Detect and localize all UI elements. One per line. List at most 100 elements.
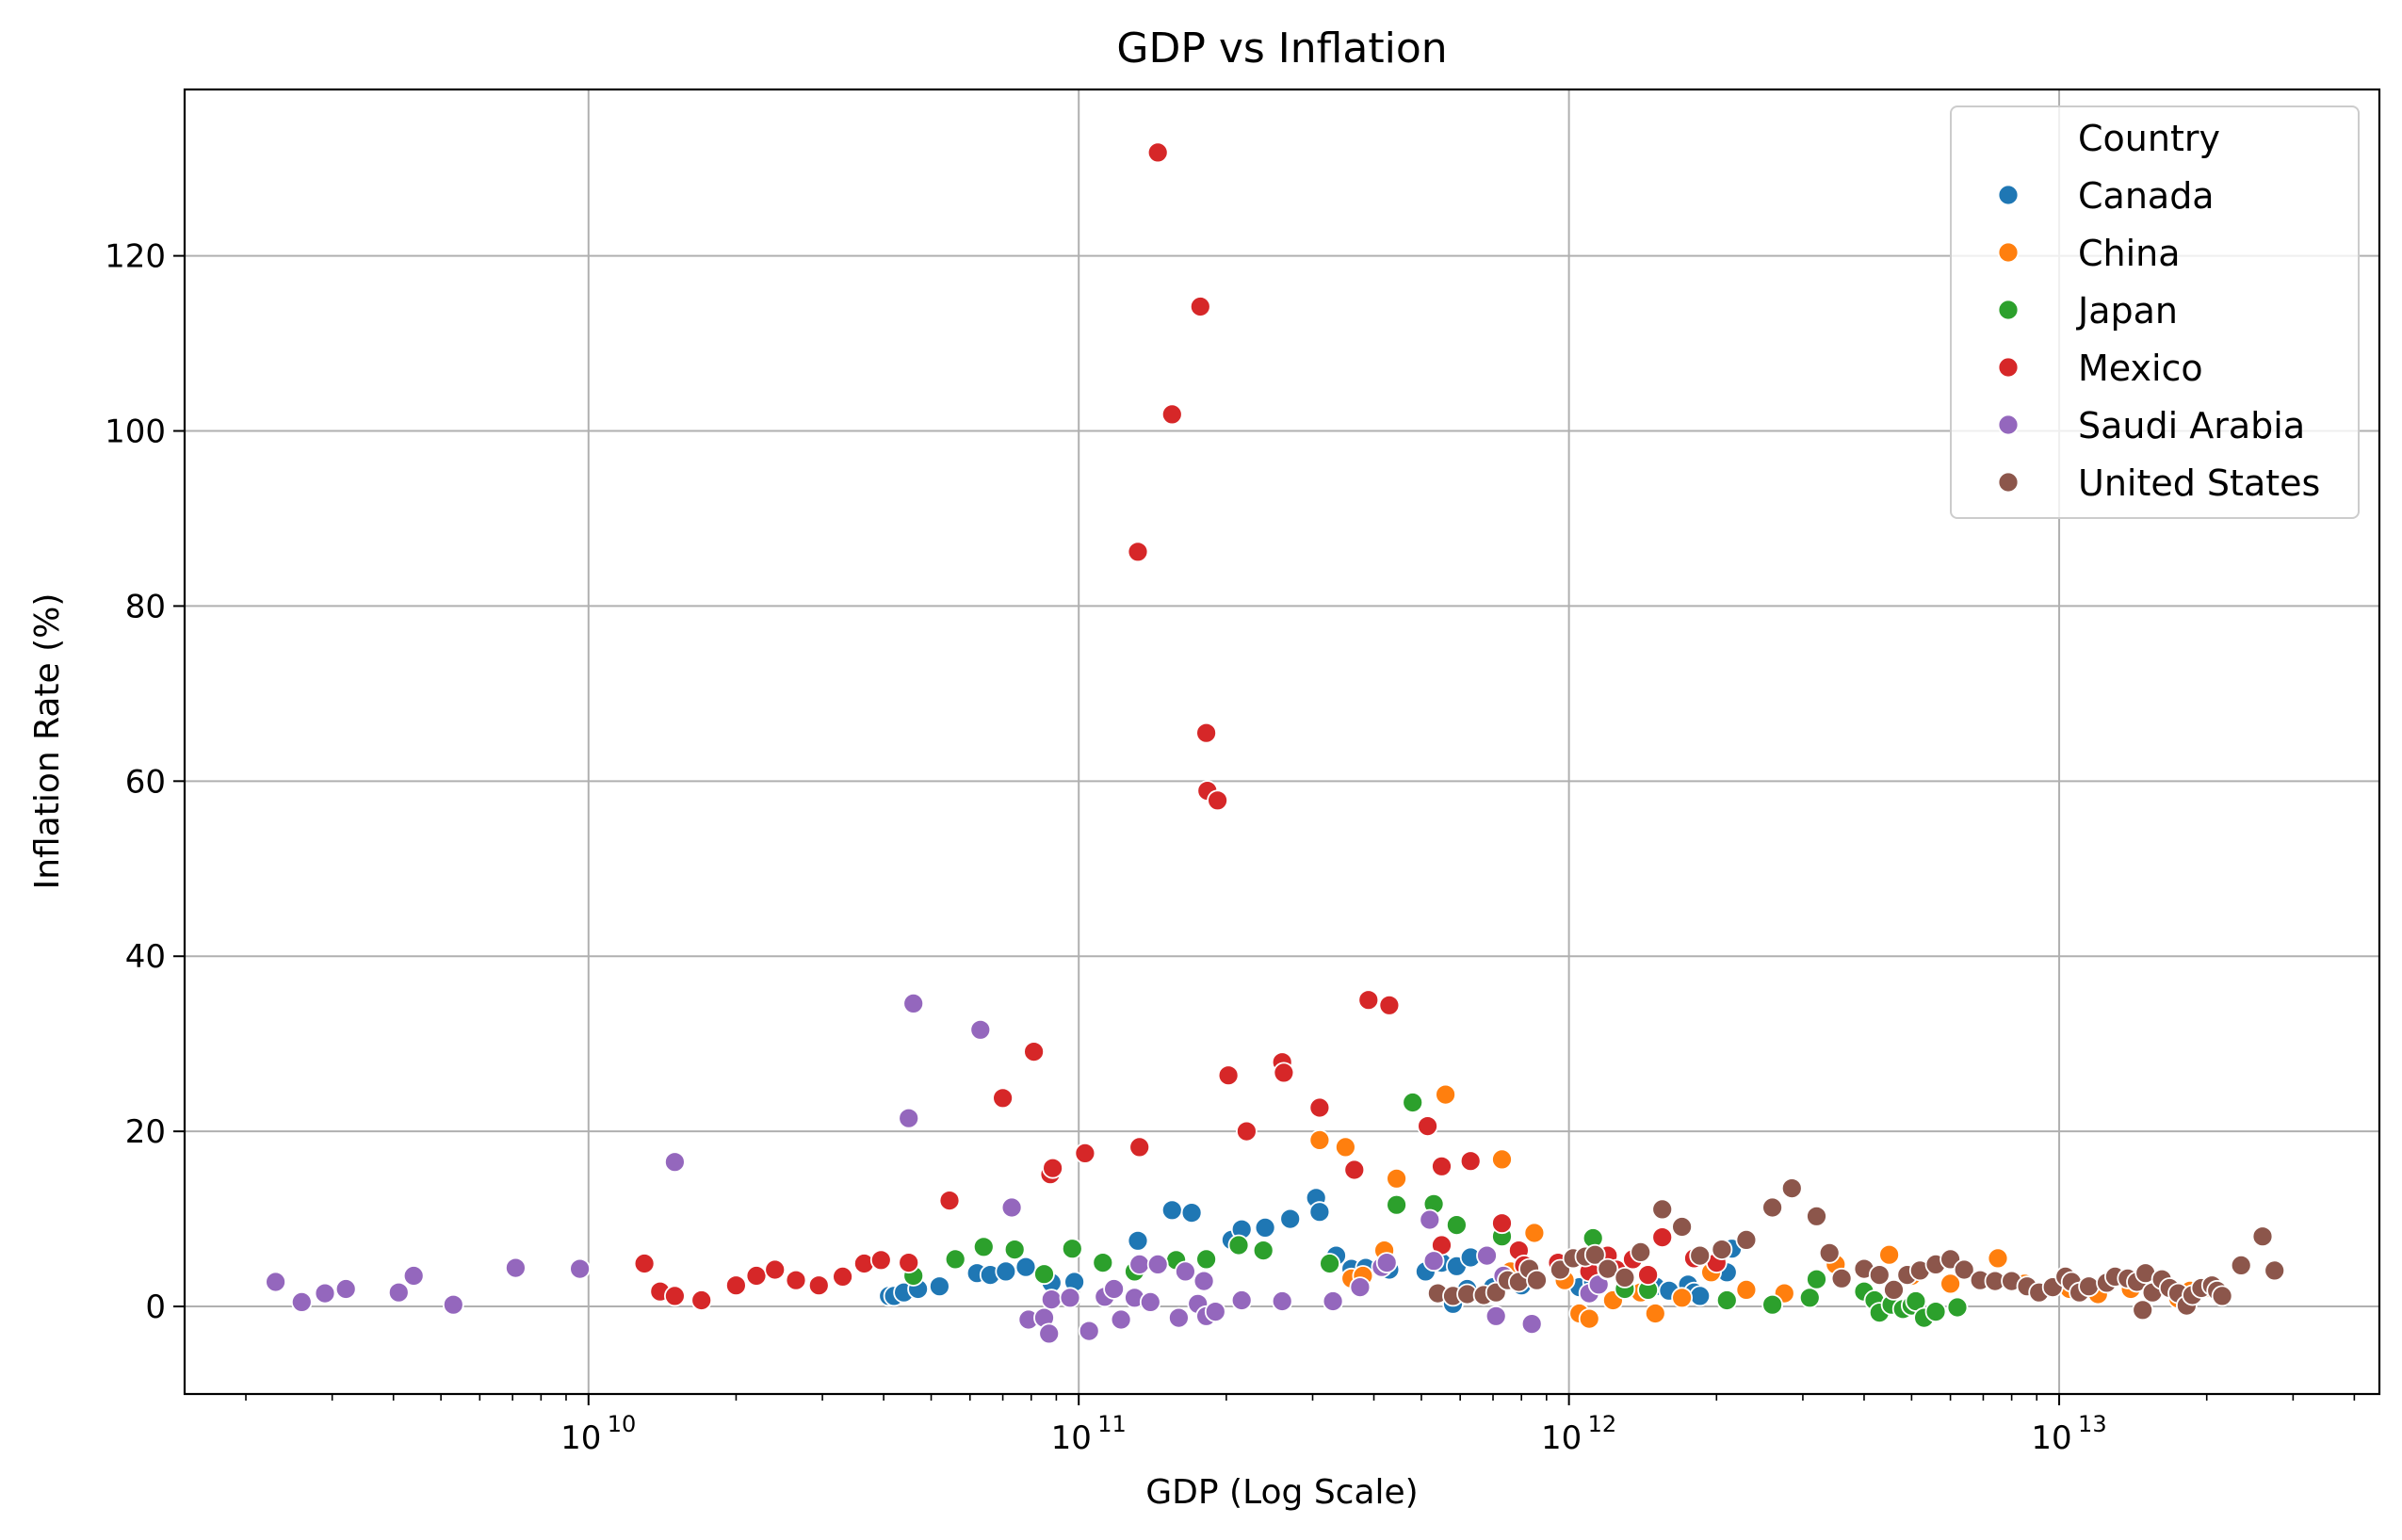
data-point: [2251, 1225, 2274, 1248]
data-point: [1230, 1289, 1253, 1311]
data-point: [1761, 1293, 1783, 1316]
x-tick-label: 10: [1051, 1419, 1092, 1457]
data-point: [1520, 1313, 1543, 1335]
data-point: [1343, 1159, 1366, 1181]
data-point: [1987, 1247, 2009, 1270]
data-point: [1092, 1252, 1114, 1273]
data-point: [1127, 541, 1149, 563]
data-point: [1644, 1303, 1666, 1324]
data-point: [995, 1260, 1017, 1283]
data-point: [1279, 1208, 1302, 1230]
x-tick-label: 10: [1541, 1419, 1582, 1457]
x-tick-exponent: 10: [608, 1411, 637, 1437]
data-point: [898, 1107, 920, 1129]
y-tick-label: 100: [105, 413, 166, 451]
data-point: [1074, 1143, 1096, 1164]
data-point: [1735, 1229, 1758, 1251]
data-point: [1651, 1198, 1674, 1221]
data-point: [1003, 1239, 1026, 1260]
data-point: [442, 1293, 464, 1316]
data-point: [725, 1274, 747, 1297]
data-point: [1335, 1136, 1356, 1159]
data-point: [1023, 1041, 1045, 1062]
data-point: [1830, 1267, 1853, 1289]
data-point: [1078, 1320, 1100, 1342]
data-point: [1308, 1129, 1331, 1151]
data-point: [1110, 1308, 1132, 1331]
legend-title: Country: [2078, 118, 2220, 159]
data-point: [2132, 1299, 2154, 1321]
data-point: [1583, 1243, 1606, 1266]
data-point: [1386, 1193, 1407, 1216]
data-point: [1459, 1150, 1482, 1173]
data-point: [1476, 1244, 1498, 1267]
grid-lines: [185, 89, 2379, 1394]
data-point: [1204, 1301, 1226, 1322]
data-point: [869, 1249, 892, 1272]
data-point: [1273, 1062, 1295, 1084]
data-point: [1357, 989, 1380, 1012]
data-point: [1193, 1270, 1215, 1292]
legend-entry-label: Japan: [2076, 290, 2178, 332]
data-point: [1378, 994, 1401, 1016]
data-point: [1308, 1201, 1331, 1224]
data-point: [1146, 141, 1169, 164]
y-tick-label: 60: [125, 763, 166, 801]
legend-marker: [1997, 241, 2020, 264]
data-point: [1175, 1260, 1196, 1283]
data-point: [1042, 1157, 1063, 1179]
data-point: [1868, 1264, 1891, 1286]
data-point: [1103, 1278, 1125, 1300]
data-point: [1715, 1289, 1738, 1311]
data-point: [1671, 1287, 1693, 1309]
chart-title: GDP vs Inflation: [1116, 24, 1447, 73]
data-points: [265, 141, 2286, 1345]
x-tick-exponent: 13: [2078, 1411, 2107, 1437]
data-point: [1711, 1239, 1733, 1260]
legend-marker: [1997, 471, 2020, 494]
x-tick-label: 10: [560, 1419, 601, 1457]
data-point: [992, 1087, 1014, 1110]
data-point: [1491, 1148, 1513, 1171]
data-point: [745, 1265, 768, 1287]
data-point: [1614, 1267, 1636, 1289]
data-point: [1435, 1083, 1456, 1106]
data-point: [1180, 1202, 1203, 1224]
legend-marker: [1997, 413, 2020, 436]
y-tick-label: 0: [145, 1289, 166, 1326]
data-point: [832, 1266, 853, 1288]
data-point: [1033, 1263, 1055, 1286]
data-point: [2078, 1275, 2101, 1298]
data-point: [1195, 1248, 1217, 1271]
legend-marker: [1997, 184, 2020, 206]
data-point: [1402, 1092, 1424, 1113]
data-point: [1227, 1234, 1250, 1256]
data-point: [1878, 1243, 1900, 1266]
data-point: [929, 1275, 950, 1298]
data-point: [938, 1190, 961, 1211]
data-point: [1417, 1115, 1438, 1137]
y-tick-label: 20: [125, 1113, 166, 1151]
data-point: [1491, 1212, 1513, 1235]
legend-entry-label: China: [2078, 233, 2181, 274]
data-point: [1160, 1199, 1183, 1222]
data-point: [1523, 1222, 1546, 1244]
data-point: [1939, 1273, 1962, 1295]
data-point: [1038, 1322, 1061, 1345]
data-point: [1735, 1279, 1758, 1301]
data-point: [1160, 403, 1183, 426]
data-point: [1630, 1241, 1652, 1263]
data-point: [1485, 1305, 1507, 1327]
data-point: [2230, 1255, 2252, 1276]
y-tick-label: 40: [125, 938, 166, 976]
data-point: [2264, 1259, 2286, 1282]
y-tick-label: 80: [125, 588, 166, 625]
data-point: [633, 1253, 656, 1274]
data-point: [1146, 1254, 1169, 1275]
data-point: [1597, 1257, 1619, 1280]
data-point: [265, 1271, 287, 1293]
data-point: [1252, 1240, 1274, 1261]
data-point: [1322, 1290, 1344, 1312]
data-point: [1000, 1196, 1023, 1219]
